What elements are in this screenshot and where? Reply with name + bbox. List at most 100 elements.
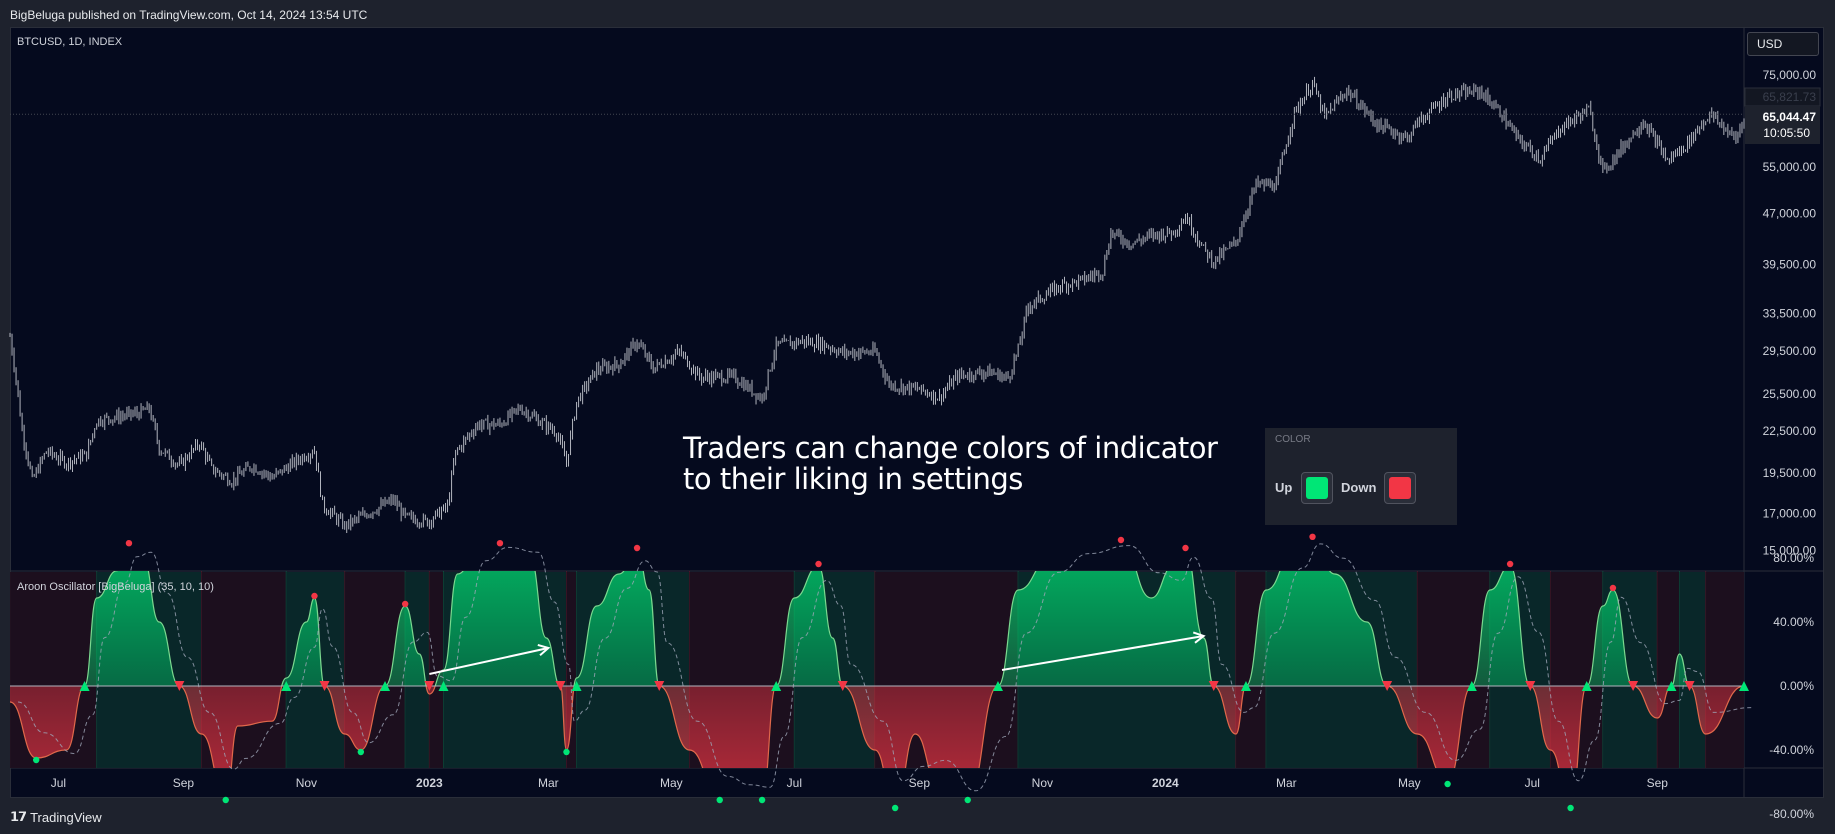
annotation-line-2: to their liking in settings bbox=[683, 462, 1023, 496]
price-tick-label: 39,500.00 bbox=[1763, 258, 1817, 272]
color-panel-title: COLOR bbox=[1275, 434, 1311, 445]
peak-dot bbox=[633, 544, 641, 552]
down-color-label: Down bbox=[1341, 480, 1377, 495]
symbol-label: BTCUSD, 1D, INDEX bbox=[17, 36, 123, 48]
arrow-annotation bbox=[429, 647, 549, 675]
footer-brand-label: TradingView bbox=[30, 809, 102, 825]
x-tick-label: May bbox=[1398, 776, 1421, 790]
cross-down-triangle bbox=[319, 681, 330, 691]
cross-up-triangle bbox=[992, 681, 1003, 691]
peak-dot bbox=[815, 560, 822, 568]
cross-up-triangle bbox=[571, 681, 582, 691]
trough-dot bbox=[964, 796, 971, 804]
peak-dot bbox=[1309, 533, 1316, 540]
up-color-swatch[interactable] bbox=[1301, 472, 1333, 504]
prev-price-value: 65,821.73 bbox=[1763, 90, 1817, 104]
down-color-swatch[interactable] bbox=[1384, 472, 1416, 504]
price-tick-label: 15,000.00 bbox=[1763, 544, 1817, 558]
cross-up-triangle bbox=[1240, 681, 1251, 691]
oscillator-tick-label: -40.00% bbox=[1769, 743, 1814, 757]
last-price-value: 65,044.47 bbox=[1763, 110, 1817, 124]
cross-down-triangle bbox=[1382, 681, 1393, 691]
cross-down-triangle bbox=[174, 681, 185, 691]
footer-brand[interactable]: 𝟭𝟳 TradingView bbox=[10, 809, 102, 825]
peak-dot bbox=[1117, 536, 1125, 544]
trough-dot bbox=[357, 748, 365, 756]
last-price-badge bbox=[1745, 106, 1820, 144]
x-tick-label: Sep bbox=[173, 776, 195, 790]
peak-dot bbox=[496, 540, 504, 547]
publish-header: BigBeluga published on TradingView.com, … bbox=[10, 8, 368, 22]
cross-down-triangle bbox=[837, 681, 848, 691]
peak-dot bbox=[401, 600, 409, 608]
price-tick-label: 17,000.00 bbox=[1763, 507, 1817, 521]
cross-down-triangle bbox=[654, 681, 665, 691]
price-tick-label: 29,500.00 bbox=[1763, 344, 1817, 358]
cross-down-triangle bbox=[1525, 681, 1536, 691]
zone-band bbox=[1705, 572, 1744, 768]
zone-band bbox=[429, 572, 444, 768]
x-tick-label: Jul bbox=[51, 776, 66, 790]
peak-dot bbox=[1182, 544, 1189, 552]
x-tick-label: 2024 bbox=[1152, 776, 1179, 790]
x-tick-label: Jul bbox=[1525, 776, 1540, 790]
price-tick-label: 47,000.00 bbox=[1763, 206, 1817, 220]
x-tick-label: May bbox=[660, 776, 683, 790]
oscillator-tick-label: -80.00% bbox=[1769, 807, 1814, 821]
cross-up-triangle bbox=[438, 681, 449, 691]
trough-dot bbox=[1444, 780, 1451, 788]
color-settings-panel: COLOR Up Down bbox=[1265, 428, 1457, 525]
x-tick-label: Mar bbox=[538, 776, 559, 790]
cross-up-triangle bbox=[1739, 681, 1749, 691]
trough-dot bbox=[1567, 804, 1574, 812]
trough-dot bbox=[222, 796, 229, 804]
peak-dot bbox=[125, 540, 133, 547]
annotation-text: Traders can change colors of indicator t… bbox=[683, 431, 1218, 496]
oscillator-down-area bbox=[10, 686, 1744, 768]
price-bars bbox=[9, 76, 1745, 534]
oscillator-tick-label: 0.00% bbox=[1780, 679, 1814, 693]
cross-up-triangle bbox=[1666, 681, 1677, 691]
x-tick-label: 2023 bbox=[416, 776, 443, 790]
peak-dot bbox=[1506, 560, 1514, 568]
oscillator-up-line bbox=[83, 571, 1744, 686]
trough-dot bbox=[716, 796, 723, 804]
trough-dot bbox=[33, 756, 40, 764]
cross-up-triangle bbox=[79, 681, 90, 691]
arrow-annotation-head bbox=[537, 643, 551, 656]
oscillator-up-area bbox=[10, 571, 1744, 686]
annotation-line-1: Traders can change colors of indicator bbox=[683, 431, 1218, 465]
cross-up-triangle bbox=[1466, 681, 1477, 691]
price-tick-label: 19,500.00 bbox=[1763, 466, 1817, 480]
cross-down-triangle bbox=[555, 681, 566, 691]
zone-band bbox=[1657, 572, 1680, 768]
price-tick-label: 25,500.00 bbox=[1763, 387, 1817, 401]
cross-down-triangle bbox=[1628, 681, 1639, 691]
trough-dot bbox=[891, 804, 899, 812]
oscillator-markers bbox=[33, 533, 1749, 812]
cross-up-triangle bbox=[1581, 681, 1592, 691]
currency-button[interactable]: USD bbox=[1747, 32, 1819, 56]
indicator-label: Aroon Oscillator [BigBeluga] (35, 10, 10… bbox=[17, 581, 214, 593]
trough-dot bbox=[758, 796, 766, 804]
price-tick-label: 33,500.00 bbox=[1763, 306, 1817, 320]
oscillator-tick-label: 80.00% bbox=[1773, 551, 1814, 565]
x-tick-label: Nov bbox=[296, 776, 317, 790]
x-tick-label: Mar bbox=[1276, 776, 1297, 790]
arrow-annotation bbox=[1001, 635, 1204, 671]
tradingview-logo-icon: 𝟭𝟳 bbox=[10, 809, 27, 824]
peak-dot bbox=[1609, 584, 1617, 592]
arrow-annotation-head bbox=[1192, 631, 1206, 644]
cross-down-triangle bbox=[424, 681, 435, 691]
trough-dot bbox=[563, 748, 570, 756]
x-tick-label: Sep bbox=[1647, 776, 1669, 790]
oscillator-tick-label: 40.00% bbox=[1773, 615, 1814, 629]
price-tick-label: 75,000.00 bbox=[1763, 68, 1817, 82]
cross-up-triangle bbox=[380, 681, 391, 691]
up-color-fill bbox=[1306, 477, 1328, 499]
cross-down-triangle bbox=[1684, 681, 1695, 691]
signal-line bbox=[17, 543, 1753, 792]
cross-up-triangle bbox=[771, 681, 782, 691]
price-tick-label: 22,500.00 bbox=[1763, 424, 1817, 438]
